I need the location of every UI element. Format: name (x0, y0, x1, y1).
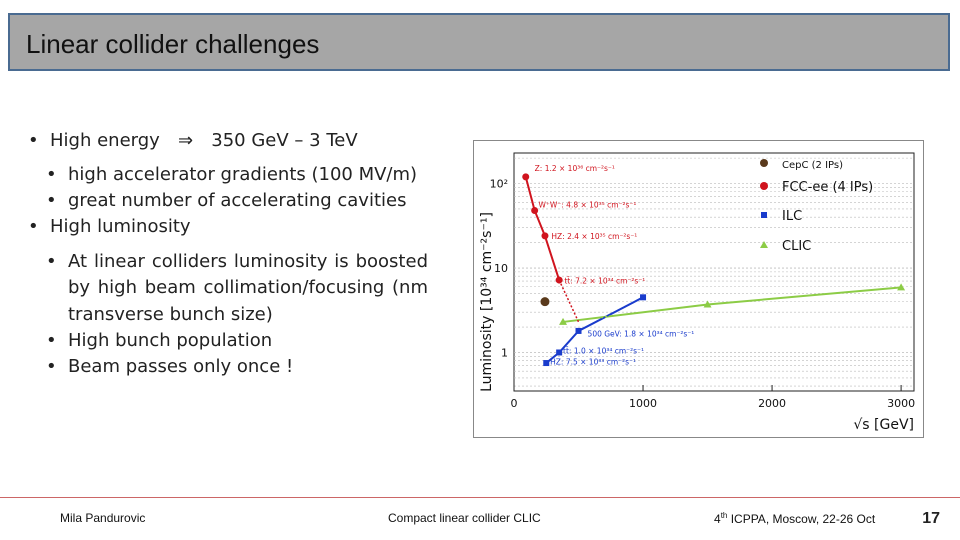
data-point (556, 349, 563, 356)
data-point (540, 297, 550, 307)
data-annotation: W⁺W⁻: 4.8 × 10³⁵ cm⁻²s⁻¹ (539, 201, 637, 210)
footer-conference: 4th ICPPA, Moscow, 22-26 Oct (714, 511, 875, 526)
data-annotation: HZ: 7.5 × 10³³ cm⁻²s⁻¹ (550, 358, 636, 367)
sub-bullet: great number of accelerating cavities (28, 188, 428, 214)
footer-divider (0, 497, 960, 498)
bullet-high-luminosity: High luminosity (28, 214, 428, 240)
page-number: 17 (922, 510, 940, 527)
y-tick-label: 10² (490, 178, 508, 191)
x-tick-label: 3000 (887, 397, 915, 410)
series-line (524, 176, 561, 281)
data-point (703, 300, 712, 308)
data-point (543, 360, 550, 367)
y-tick-label: 1 (501, 346, 508, 359)
energy-range: 350 GeV – 3 TeV (211, 130, 358, 151)
data-point (897, 283, 906, 291)
legend-marker (760, 182, 768, 190)
data-annotation: 500 GeV: 1.8 × 10³⁴ cm⁻²s⁻¹ (588, 329, 695, 338)
legend-marker (760, 241, 768, 248)
bullet-high-energy: High energy ⇒ 350 GeV – 3 TeV (28, 128, 428, 154)
data-point (531, 206, 539, 214)
legend-label: CLIC (782, 239, 811, 254)
footer-author: Mila Pandurovic (60, 511, 146, 525)
x-tick-label: 2000 (758, 397, 786, 410)
legend-label: ILC (782, 209, 802, 224)
sub-bullet: Beam passes only once ! (28, 354, 428, 380)
x-tick-label: 0 (511, 397, 518, 410)
connector-line (578, 296, 644, 332)
footer-conf-sup: th (720, 511, 728, 520)
data-annotation: HZ: 2.4 × 10³⁵ cm⁻²s⁻¹ (551, 232, 637, 241)
legend-marker (760, 159, 768, 167)
implies-arrow-icon: ⇒ (178, 130, 194, 151)
y-tick-label: 10 (494, 262, 508, 275)
data-annotation: Z: 1.2 × 10³⁶ cm⁻²s⁻¹ (535, 164, 615, 173)
footer-conf-num: 4 (714, 512, 721, 526)
footer-topic: Compact linear collider CLIC (388, 511, 541, 525)
y-axis-label: Luminosity [10³⁴ cm⁻²s⁻¹] (479, 212, 495, 392)
sub-bullet: At linear colliders luminosity is booste… (28, 249, 428, 327)
legend-label: CepC (2 IPs) (782, 160, 843, 171)
title-bar: Linear collider challenges (8, 13, 950, 71)
luminosity-chart-svg: 0 1000 2000 3000 1 10 10² √s [GeV] Luminosity [1… (479, 152, 915, 433)
legend-label: FCC-ee (4 IPs) (782, 180, 873, 195)
data-point (541, 232, 549, 240)
slide-title: Linear collider challenges (26, 29, 320, 59)
x-axis-label: √s [GeV] (853, 417, 914, 433)
data-point (575, 327, 582, 334)
data-point (559, 317, 568, 325)
bullet-label: High energy (50, 130, 160, 151)
footer-conf-rest: ICPPA, Moscow, 22-26 Oct (727, 512, 876, 526)
bullet-list: High energy ⇒ 350 GeV – 3 TeV high accel… (28, 128, 428, 380)
sub-bullet: High bunch population (28, 328, 428, 354)
x-tick-label: 1000 (629, 397, 657, 410)
luminosity-chart: 0 1000 2000 3000 1 10 10² √s [GeV] Luminosity [1… (473, 140, 924, 438)
data-annotation: tt̄: 1.0 × 10³⁴ cm⁻²s⁻¹ (563, 346, 644, 355)
data-point (522, 173, 530, 181)
data-annotation: tt̄: 7.2 × 10³⁴ cm⁻²s⁻¹ (564, 276, 645, 285)
legend-marker (761, 212, 767, 218)
sub-bullet: high accelerator gradients (100 MV/m) (28, 162, 428, 188)
